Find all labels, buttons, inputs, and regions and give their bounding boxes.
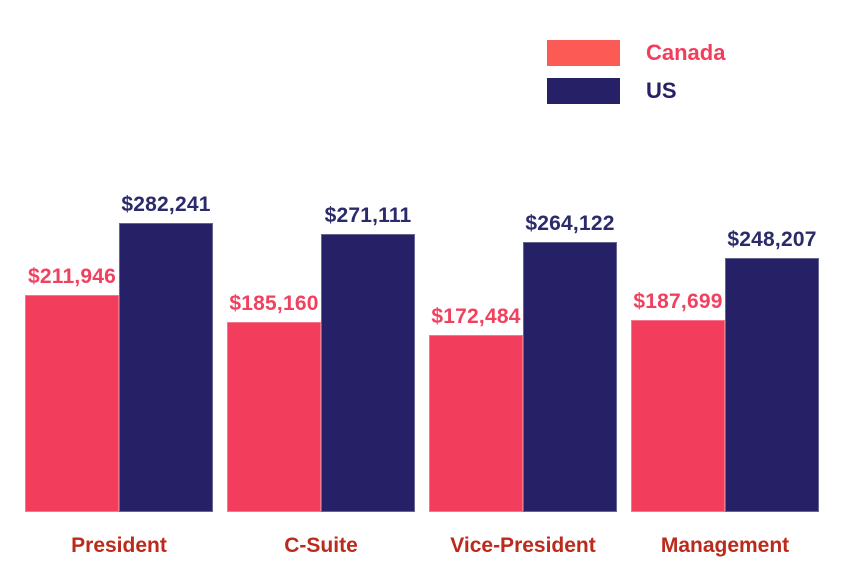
- bar-canada-president[interactable]: [25, 295, 119, 512]
- bar-us-vice-president[interactable]: [523, 241, 617, 512]
- value-label-us-c-suite: $271,111: [324, 204, 412, 228]
- category-label-c-suite: C-Suite: [284, 534, 358, 557]
- value-label-us-president: $282,241: [121, 193, 211, 216]
- bar-canada-vice-president[interactable]: [429, 335, 523, 512]
- legend-label-canada: Canada: [646, 40, 726, 65]
- category-label-president: President: [71, 534, 167, 557]
- value-label-us-vice-president: $264,122: [525, 211, 615, 235]
- bar-canada-c-suite[interactable]: [227, 322, 321, 512]
- legend-swatch-us: [547, 78, 620, 104]
- bar-canada-management[interactable]: [631, 319, 725, 512]
- value-label-canada-management: $187,699: [633, 289, 723, 313]
- legend-item-us[interactable]: US: [547, 78, 725, 104]
- category-label-management: Management: [660, 534, 790, 557]
- category-label-vice-president: Vice-President: [450, 534, 596, 557]
- bar-us-c-suite[interactable]: [321, 234, 415, 512]
- value-label-canada-c-suite: $185,160: [229, 292, 319, 316]
- value-label-us-management: $248,207: [727, 227, 817, 251]
- legend-label-us: US: [646, 78, 677, 103]
- chart-legend: Canada US: [547, 40, 725, 104]
- legend-item-canada[interactable]: Canada: [547, 40, 725, 66]
- value-label-canada-president: $211,946: [27, 265, 117, 288]
- legend-swatch-canada: [547, 40, 620, 66]
- value-label-canada-vice-president: $172,484: [431, 305, 521, 329]
- bar-us-management[interactable]: [725, 257, 819, 512]
- bar-us-president[interactable]: [119, 223, 213, 512]
